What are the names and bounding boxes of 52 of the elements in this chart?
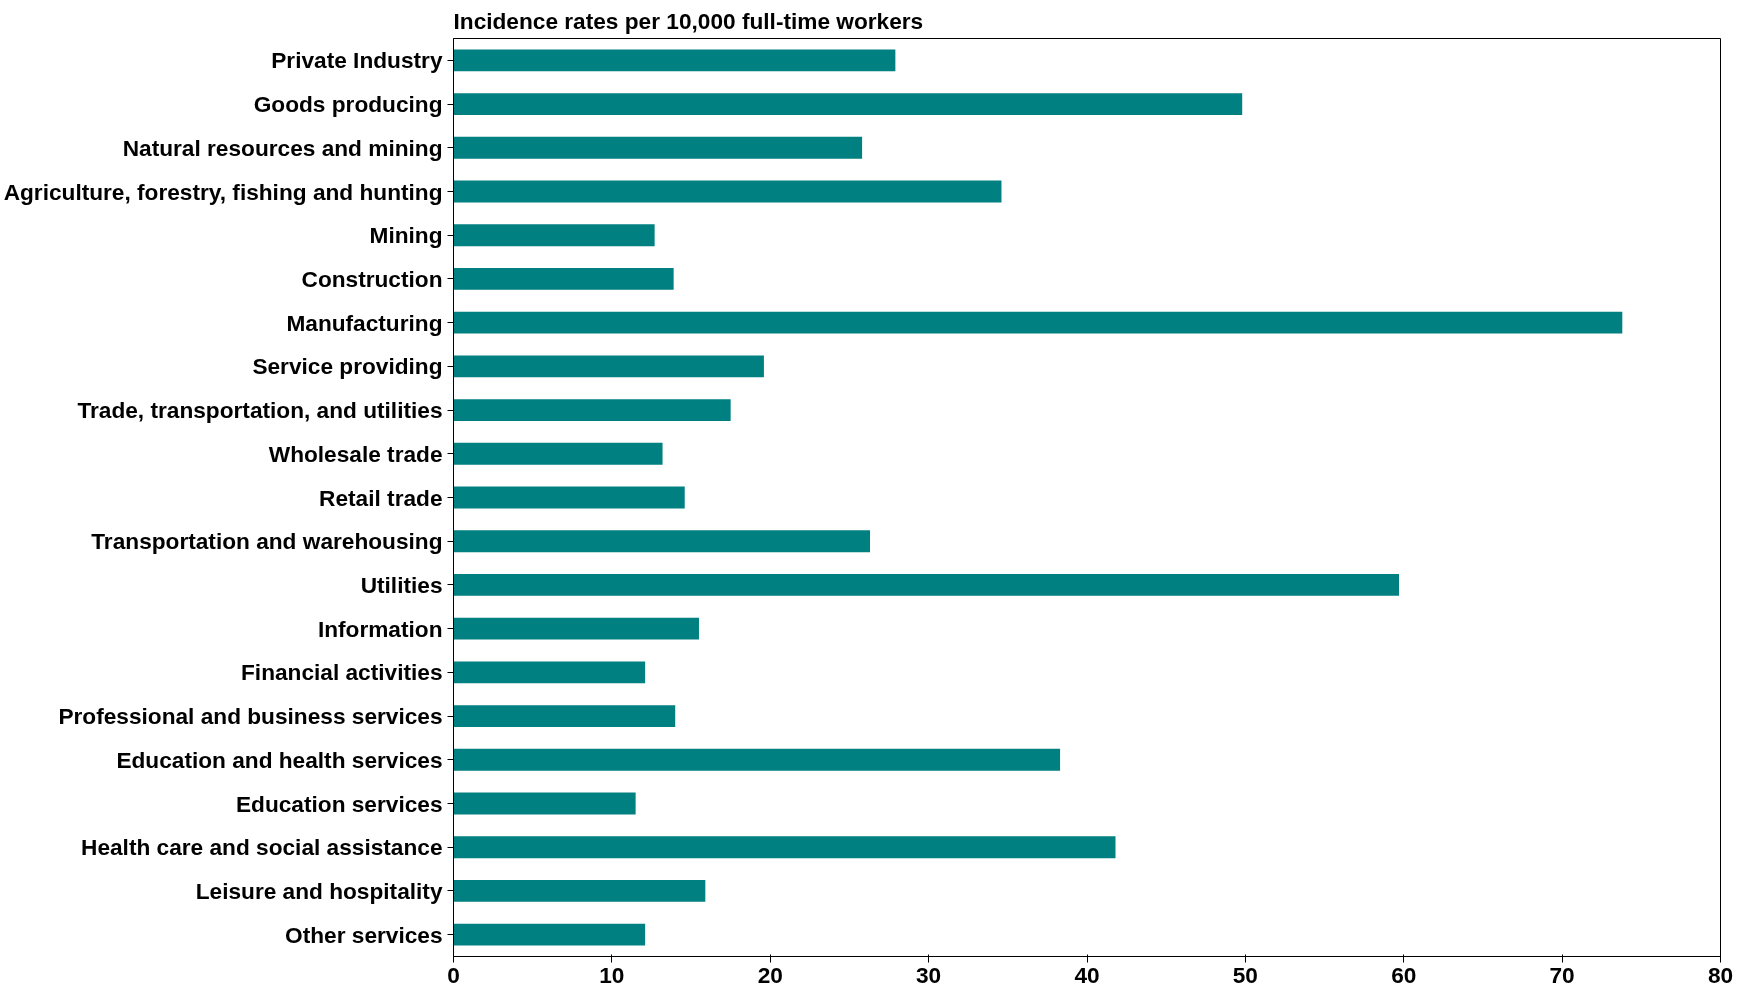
bar xyxy=(453,923,646,946)
x-tick-label: 50 xyxy=(1232,961,1258,988)
y-tick-label: Goods producing xyxy=(253,91,443,118)
y-tick-label: Information xyxy=(317,615,443,642)
bar xyxy=(453,748,1061,771)
y-tick-label: Education and health services xyxy=(116,746,443,773)
y-tick-label: Transportation and warehousing xyxy=(91,528,443,555)
bar xyxy=(453,661,646,684)
y-tick-label: Service providing xyxy=(252,353,443,380)
y-tick-label: Private Industry xyxy=(271,47,443,74)
bar xyxy=(453,880,706,902)
y-tick-label: Natural resources and mining xyxy=(122,134,443,161)
bar xyxy=(453,617,699,640)
bar xyxy=(453,836,1116,859)
chart-title: Incidence rates per 10,000 full-time workers xyxy=(453,7,924,34)
bar xyxy=(453,49,896,72)
x-tick-label: 0 xyxy=(447,961,460,988)
y-tick-label: Education services xyxy=(235,790,443,817)
y-tick-label: Leisure and hospitality xyxy=(195,877,443,904)
y-tick-label: Wholesale trade xyxy=(268,440,443,467)
x-tick-label: 10 xyxy=(599,961,625,988)
y-tick-label: Other services xyxy=(285,921,443,948)
bar xyxy=(453,311,1623,334)
y-tick-label: Agriculture, forestry, fishing and hunting xyxy=(3,178,443,205)
bar xyxy=(453,355,764,378)
y-tick-label: Trade, transportation, and utilities xyxy=(77,397,443,424)
y-tick-label: Manufacturing xyxy=(286,309,443,336)
y-tick-label: Retail trade xyxy=(319,484,443,511)
y-tick-label: Health care and social assistance xyxy=(81,834,443,861)
y-tick-label: Mining xyxy=(369,222,443,249)
y-tick-label: Utilities xyxy=(360,571,443,598)
bar xyxy=(453,486,685,509)
bar xyxy=(453,442,663,465)
y-tick-label: Construction xyxy=(301,265,443,292)
bar xyxy=(453,705,676,727)
bar xyxy=(453,93,1243,115)
x-tick-label: 70 xyxy=(1549,961,1575,988)
bar xyxy=(453,792,636,815)
bar xyxy=(453,224,655,247)
y-tick-label: Professional and business services xyxy=(58,703,443,730)
bar xyxy=(453,530,871,553)
x-tick-label: 60 xyxy=(1391,961,1417,988)
y-tick-label: Financial activities xyxy=(241,659,443,686)
x-tick-label: 30 xyxy=(916,961,942,988)
bar xyxy=(453,180,1002,203)
bar xyxy=(453,136,863,159)
x-tick-label: 80 xyxy=(1707,961,1734,988)
bar xyxy=(453,268,674,290)
bar xyxy=(453,574,1399,596)
x-tick-label: 40 xyxy=(1074,961,1100,988)
bar xyxy=(453,399,731,421)
x-tick-label: 20 xyxy=(757,961,783,988)
